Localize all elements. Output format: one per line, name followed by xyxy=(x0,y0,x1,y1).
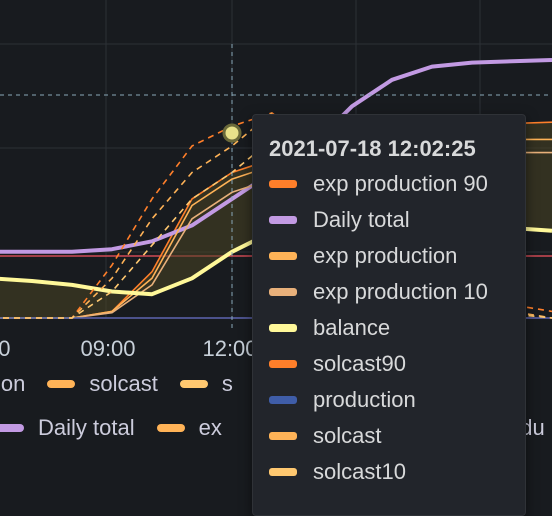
legend-swatch xyxy=(156,424,185,432)
crosshair xyxy=(0,44,552,330)
tooltip-swatch xyxy=(269,216,297,224)
legend-label: ex xyxy=(198,415,222,440)
legend-label: ion xyxy=(0,371,26,396)
legend-swatch xyxy=(179,380,208,388)
legend-label: Daily total xyxy=(38,415,135,440)
tooltip-row: exp production 10 xyxy=(269,279,488,305)
tooltip-row: solcast xyxy=(269,423,381,449)
tooltip-label: Daily total xyxy=(313,207,410,232)
tooltip-row: solcast90 xyxy=(269,351,406,377)
tooltip-swatch xyxy=(269,432,297,440)
tooltip-swatch xyxy=(269,468,297,476)
legend-swatch xyxy=(47,380,76,388)
legend-swatch xyxy=(0,424,24,432)
tooltip-label: exp production 10 xyxy=(313,279,488,304)
hover-point xyxy=(222,123,242,143)
x-tick-label: 09:00 xyxy=(80,336,135,361)
legend-item[interactable]: solcast xyxy=(47,371,158,397)
legend-label: solcast xyxy=(89,371,158,396)
legend-row-2: Daily total ex xyxy=(0,412,552,444)
x-tick-label: 12:00 xyxy=(202,336,257,361)
tooltip: 2021-07-18 12:02:25 exp production 90 Dai… xyxy=(252,114,526,516)
tooltip-row: exp production xyxy=(269,243,457,269)
legend-row-1: ion solcast s xyxy=(0,368,552,400)
x-tick-label: 00 xyxy=(0,336,10,361)
x-axis-ticks: 00 09:00 12:00 xyxy=(0,336,258,361)
tooltip-row: production xyxy=(269,387,416,413)
legend-item[interactable]: ion xyxy=(0,371,25,397)
legend-item[interactable]: Daily total xyxy=(0,415,135,441)
tooltip-row: balance xyxy=(269,315,390,341)
tooltip-swatch xyxy=(269,324,297,332)
tooltip-swatch xyxy=(269,180,297,188)
legend-item[interactable]: ex xyxy=(156,415,222,441)
tooltip-swatch xyxy=(269,252,297,260)
tooltip-swatch xyxy=(269,396,297,404)
legend-item[interactable]: s xyxy=(179,371,233,397)
tooltip-time: 2021-07-18 12:02:25 xyxy=(269,136,476,161)
tooltip-label: solcast90 xyxy=(313,351,406,376)
tooltip-swatch xyxy=(269,360,297,368)
tooltip-label: exp production xyxy=(313,243,458,268)
tooltip-label: production xyxy=(313,387,416,412)
legend-label: s xyxy=(221,371,233,396)
tooltip-row: exp production 90 xyxy=(269,171,488,197)
tooltip-label: solcast10 xyxy=(313,459,406,484)
tooltip-label: balance xyxy=(313,315,391,340)
tooltip-row: solcast10 xyxy=(269,459,406,485)
tooltip-label: exp production 90 xyxy=(313,171,488,196)
tooltip-label: solcast xyxy=(313,423,382,448)
tooltip-swatch xyxy=(269,288,297,296)
tooltip-row: Daily total xyxy=(269,207,410,233)
